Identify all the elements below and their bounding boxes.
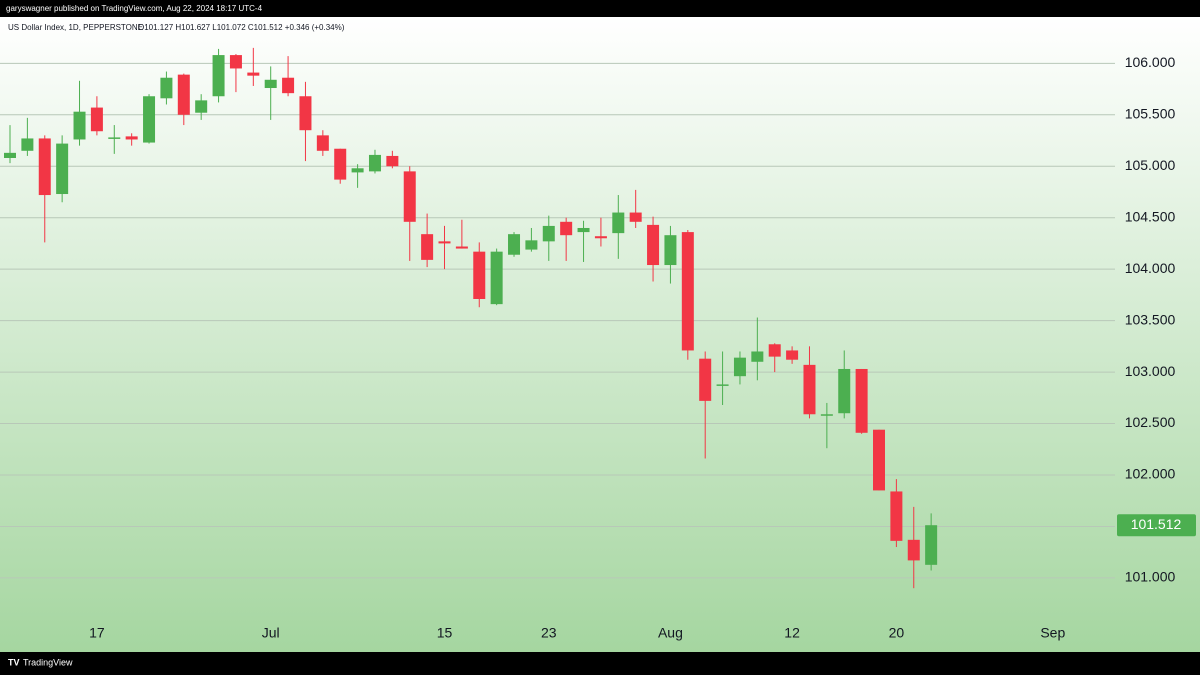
candle-body [195, 100, 208, 113]
y-tick-label: 103.500 [1125, 311, 1176, 327]
chart-title: US Dollar Index, 1D, PEPPERSTONE [8, 23, 143, 32]
candle-body [108, 137, 121, 139]
candle-body [334, 148, 347, 180]
y-tick-label: 105.500 [1125, 105, 1176, 121]
candle-body [525, 240, 538, 250]
candle-body [56, 143, 69, 195]
brand-logo: TV [8, 657, 20, 667]
candle-body [264, 79, 277, 89]
candle-body [733, 357, 746, 377]
candle-body [820, 414, 833, 416]
candle-body [490, 251, 503, 305]
candle-body [229, 55, 242, 69]
candle-body [855, 368, 868, 433]
candle-body [786, 350, 799, 360]
candle-body [508, 234, 521, 255]
x-tick-label: 23 [541, 625, 557, 641]
last-price-box [1117, 514, 1196, 537]
candle-body [681, 232, 694, 351]
candle-body [316, 135, 329, 151]
candle-body [803, 364, 816, 415]
candle-body [699, 358, 712, 401]
y-tick-label: 106.000 [1125, 54, 1176, 70]
candle-body [177, 74, 190, 115]
axes: 101.000101.500102.000102.500103.000103.5… [89, 54, 1196, 641]
candle-body [143, 96, 156, 143]
last-price-label: 101.512 [1131, 516, 1182, 532]
y-tick-label: 104.000 [1125, 260, 1176, 276]
x-tick-label: 12 [784, 625, 800, 641]
candle-body [38, 138, 51, 196]
candle-body [368, 154, 381, 172]
x-tick-label: Sep [1040, 625, 1065, 641]
candle-body [473, 251, 486, 299]
ohlc-legend: O101.127 H101.627 L101.072 C101.512 +0.3… [138, 23, 345, 32]
candle-body [351, 168, 364, 173]
candle-body [125, 136, 138, 140]
candle-body [299, 96, 312, 131]
candle-body [629, 212, 642, 222]
candle-body [664, 235, 677, 266]
bottom-bar [0, 652, 1200, 675]
x-tick-label: Jul [262, 625, 280, 641]
candle-body [282, 77, 295, 94]
candle-body [838, 368, 851, 414]
candle-body [542, 225, 555, 242]
candle-body [873, 429, 885, 491]
plot-background [0, 17, 1200, 652]
y-tick-label: 103.000 [1125, 363, 1176, 379]
x-tick-label: 20 [889, 625, 905, 641]
candle-body [890, 491, 903, 541]
x-tick-label: Aug [658, 625, 683, 641]
candle-body [386, 155, 399, 167]
candle-body [90, 107, 103, 132]
x-tick-label: 17 [89, 625, 105, 641]
candle-body [751, 351, 764, 362]
candle-body [247, 72, 260, 76]
y-tick-label: 102.000 [1125, 466, 1176, 482]
brand: TradingView [23, 657, 73, 667]
candle-body [73, 111, 86, 140]
y-tick-label: 104.500 [1125, 208, 1176, 224]
y-tick-label: 105.000 [1125, 157, 1176, 173]
candle-body [647, 224, 660, 266]
publisher: garyswagner published on TradingView.com… [6, 4, 263, 13]
candle-body [768, 344, 781, 357]
candle-body [925, 525, 938, 565]
candle-body [455, 246, 468, 249]
candle-body [438, 241, 451, 244]
candle-body [4, 152, 16, 158]
candle-body [560, 221, 573, 236]
candle-body [212, 55, 225, 97]
candle-body [612, 212, 625, 234]
candle-body [907, 539, 920, 561]
candle-body [21, 138, 34, 151]
candle-body [403, 171, 416, 222]
x-tick-label: 15 [437, 625, 453, 641]
y-tick-label: 102.500 [1125, 414, 1176, 430]
candle-body [160, 77, 173, 99]
candle-body [577, 227, 590, 233]
candles [4, 47, 938, 589]
candle-body [421, 234, 434, 260]
y-tick-label: 101.000 [1125, 569, 1176, 585]
top-bar [0, 0, 1200, 17]
candle-body [716, 384, 729, 386]
candle-body [594, 236, 607, 239]
